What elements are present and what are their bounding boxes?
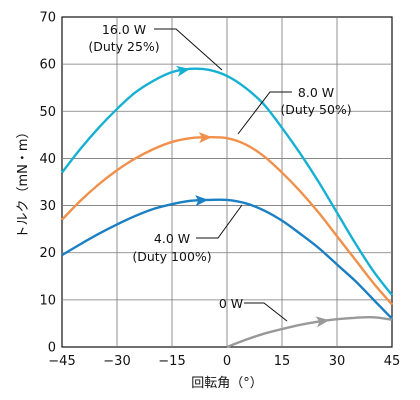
annotation-0w-text: 0 W — [219, 296, 243, 311]
series-16w-line — [61, 67, 393, 296]
series-0w-line — [226, 315, 393, 349]
direction-markers — [176, 65, 330, 328]
y-tick-label: 40 — [39, 152, 56, 167]
annotation-8w-leader — [237, 91, 292, 135]
x-tick-label: −45 — [48, 354, 75, 369]
y-tick-label: 20 — [39, 246, 56, 261]
y-tick-label: 70 — [39, 11, 56, 26]
series-16w-direction-arrow — [176, 65, 190, 77]
series-8w-direction-arrow — [198, 132, 212, 144]
x-tick-label: 0 — [223, 354, 231, 369]
x-tick-label: −15 — [158, 354, 185, 369]
series-8w-line — [61, 135, 393, 306]
x-tick-label: 45 — [384, 354, 401, 369]
annotations: 16.0 W (Duty 25%) 8.0 W (Duty 50%) 4.0 W (Dut… — [88, 22, 351, 311]
y-tick-label: 0 — [48, 341, 56, 356]
series-0w-direction-arrow — [315, 316, 330, 328]
annotation-16w-leader — [154, 28, 223, 71]
annotation-leaders — [154, 28, 292, 322]
annotation-0w-leader — [244, 302, 288, 322]
y-tick-label: 60 — [39, 58, 56, 73]
y-axis-label: トルク（mN・m） — [16, 125, 31, 238]
series-lines — [61, 67, 393, 349]
annotation-4w-text: 4.0 W — [154, 231, 190, 246]
annotation-4w-text: (Duty 100%) — [132, 249, 211, 264]
tick-labels: −45 −30 −15 0 15 30 45 0 10 20 30 40 50 60 70 — [39, 11, 400, 370]
y-tick-label: 50 — [39, 105, 56, 120]
y-tick-label: 10 — [39, 293, 56, 308]
x-tick-label: 30 — [329, 354, 346, 369]
annotation-8w-text: 8.0 W — [298, 85, 334, 100]
series-4w-direction-arrow — [195, 195, 209, 207]
annotation-4w-leader — [196, 204, 243, 239]
annotation-16w-text: 16.0 W — [102, 22, 146, 37]
x-axis-label: 回転角（°） — [191, 376, 263, 391]
x-tick-label: −30 — [103, 354, 130, 369]
y-tick-label: 30 — [39, 199, 56, 214]
x-tick-label: 15 — [274, 354, 291, 369]
series-4w-line — [61, 198, 393, 320]
annotation-16w-text: (Duty 25%) — [88, 39, 159, 54]
annotation-8w-text: (Duty 50%) — [280, 102, 351, 117]
